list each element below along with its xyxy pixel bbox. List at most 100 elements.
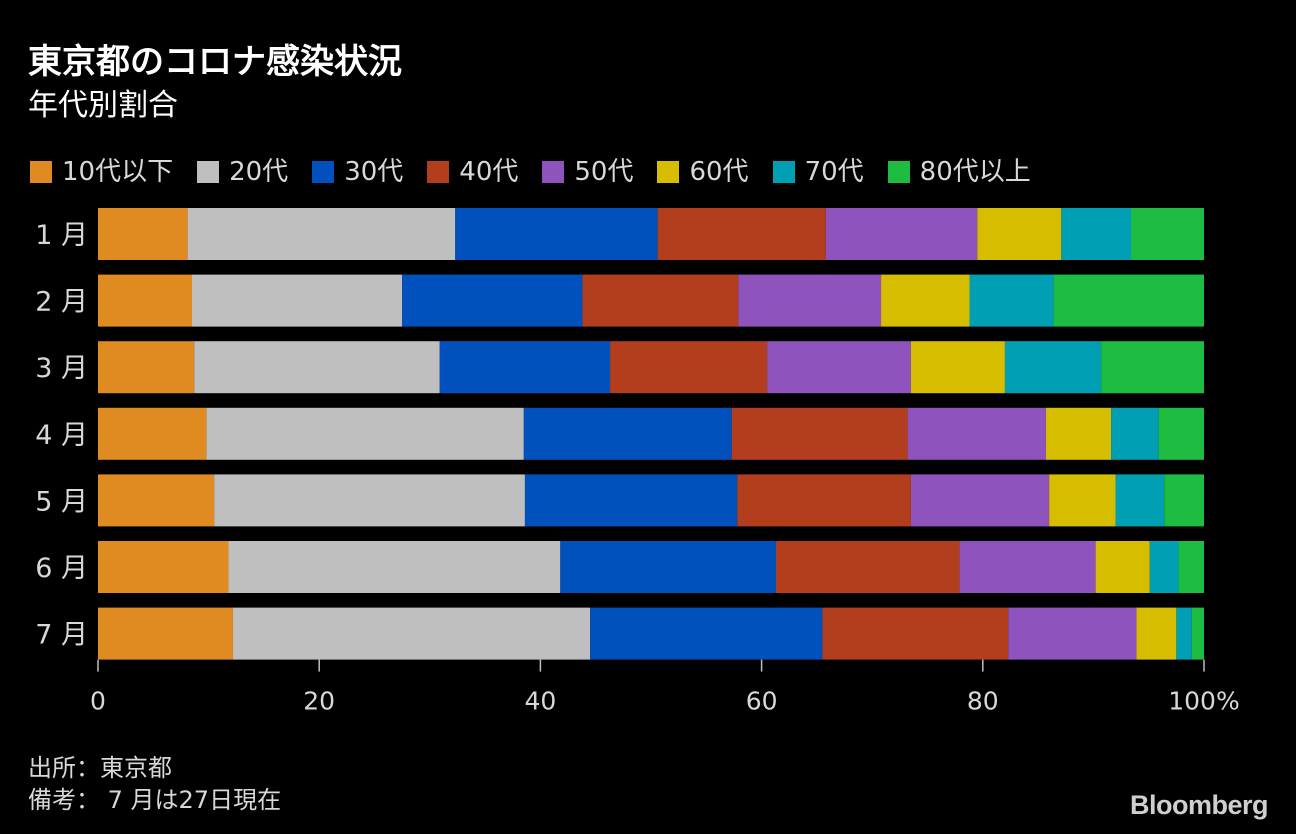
bar-segment — [1053, 274, 1204, 327]
legend-label: 10代以下 — [62, 157, 174, 187]
bar-segment — [1176, 607, 1192, 660]
x-tick-label: 0 — [90, 687, 106, 716]
bar-segment — [1164, 474, 1204, 527]
legend-item: 30代 — [312, 150, 403, 194]
bloomberg-logo: Bloomberg — [1129, 790, 1269, 820]
legend-label: 30代 — [344, 157, 404, 187]
chart-subtitle: 年代別割合 — [28, 88, 178, 123]
legend-label: 80代以上 — [919, 157, 1031, 187]
bar-segment — [98, 407, 207, 460]
bar-segment — [1008, 607, 1137, 660]
legend-item: 10代以下 — [30, 150, 173, 194]
legend-item: 70代 — [772, 150, 864, 194]
bar-segment — [1131, 208, 1204, 260]
bar-segment — [187, 208, 456, 260]
bar-segment — [767, 341, 911, 394]
category-label: 5 月 — [35, 486, 88, 517]
bar-segment — [98, 474, 215, 527]
bar-segment — [959, 541, 1096, 593]
bar-segment — [98, 607, 233, 660]
legend: 10代以下 20代 30代 40代 50代 60代 70代 80代以上 — [30, 150, 1055, 194]
legend-label: 60代 — [689, 157, 749, 187]
legend-label: 20代 — [229, 157, 289, 187]
legend-swatch — [657, 161, 680, 183]
bar-segment — [98, 341, 195, 394]
bar-segment — [232, 607, 591, 660]
bar-segment — [228, 541, 561, 593]
x-tick-label: 60 — [746, 687, 778, 716]
legend-item: 20代 — [197, 150, 288, 194]
bar-segment — [1149, 541, 1179, 593]
bar-segment — [977, 208, 1062, 260]
bar-segment — [560, 541, 776, 593]
source-note: 出所：東京都 — [28, 754, 172, 782]
legend-item: 50代 — [542, 150, 633, 194]
legend-label: 70代 — [804, 157, 864, 187]
bar-segment — [1115, 474, 1165, 527]
category-label: 2 月 — [35, 287, 88, 318]
bar-segment — [969, 274, 1054, 327]
chart-title: 東京都のコロナ感染状況 — [28, 42, 402, 82]
bar-segment — [98, 208, 188, 260]
x-tick-label: 40 — [524, 687, 556, 716]
bar-segment — [1061, 208, 1132, 260]
bar-segment — [455, 208, 658, 260]
legend-item: 60代 — [657, 150, 749, 194]
legend-label: 40代 — [459, 157, 519, 187]
legend-item: 80代以上 — [887, 150, 1031, 194]
category-label: 7 月 — [35, 620, 88, 651]
bar-segment — [192, 274, 403, 327]
legend-swatch — [30, 161, 52, 183]
bar-segment — [1095, 541, 1150, 593]
bar-segment — [1136, 607, 1177, 660]
bar-segment — [194, 341, 440, 394]
category-label: 3 月 — [35, 353, 88, 384]
bar-segment — [590, 607, 823, 660]
bar-segment — [738, 274, 882, 327]
bar-segment — [610, 341, 768, 394]
legend-swatch — [427, 161, 450, 183]
legend-swatch — [312, 161, 335, 183]
bar-segment — [910, 341, 1005, 394]
bar-segment — [524, 474, 738, 527]
bar-segment — [1049, 474, 1116, 527]
bar-segment — [1191, 607, 1204, 660]
bar-segment — [907, 407, 1046, 460]
bar-segment — [731, 407, 908, 460]
bar-segment — [1004, 341, 1102, 394]
x-tick-label: 20 — [303, 687, 335, 716]
bar-segment — [98, 274, 193, 327]
bar-segment — [214, 474, 525, 527]
bar-segment — [523, 407, 732, 460]
legend-swatch — [542, 161, 565, 183]
bar-segment — [1158, 407, 1204, 460]
bar-segment — [439, 341, 611, 394]
legend-swatch — [887, 161, 910, 183]
bar-segment — [825, 208, 978, 260]
bar-segment — [1045, 407, 1112, 460]
bar-segment — [910, 474, 1050, 527]
bar-segment — [206, 407, 524, 460]
bar-segment — [775, 541, 960, 593]
bar-segment — [822, 607, 1009, 660]
legend-item: 40代 — [427, 150, 518, 194]
bar-segment — [98, 541, 229, 593]
x-tick-label: 100% — [1168, 687, 1239, 716]
bar-segment — [1101, 341, 1204, 394]
bar-segment — [402, 274, 583, 327]
remark-note: 備考： 7 月は27日現在 — [28, 786, 282, 814]
bar-segment — [881, 274, 970, 327]
bar-segment — [582, 274, 739, 327]
bar-segment — [1178, 541, 1204, 593]
category-label: 6 月 — [35, 553, 88, 584]
legend-label: 50代 — [574, 157, 634, 187]
bar-segment — [737, 474, 911, 527]
legend-swatch — [197, 161, 220, 183]
category-label: 4 月 — [35, 420, 88, 451]
legend-swatch — [772, 161, 795, 183]
bar-segment — [1111, 407, 1159, 460]
x-tick-label: 80 — [967, 687, 999, 716]
category-label: 1 月 — [35, 220, 88, 251]
bar-segment — [657, 208, 826, 260]
